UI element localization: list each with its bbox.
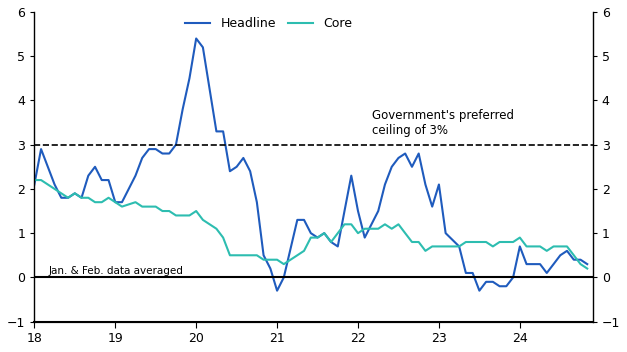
Headline [401,151,409,156]
Headline [192,36,200,40]
Headline [233,165,240,169]
Headline [584,262,591,266]
Headline [273,289,281,293]
Core [31,178,38,182]
Headline [489,280,497,284]
Headline [85,174,92,178]
Core [476,240,483,244]
Core [401,231,409,235]
Core [388,227,396,231]
Headline [31,182,38,187]
Headline [334,244,342,249]
Text: Jan. & Feb. data averaged: Jan. & Feb. data averaged [48,266,183,276]
Core [320,231,328,235]
Legend: Headline, Core: Headline, Core [181,12,357,35]
Text: Government's preferred
ceiling of 3%: Government's preferred ceiling of 3% [372,109,514,138]
Line: Headline: Headline [34,38,587,291]
Core [85,196,92,200]
Core [584,266,591,271]
Headline [415,151,423,156]
Line: Core: Core [34,180,587,269]
Core [226,253,234,257]
